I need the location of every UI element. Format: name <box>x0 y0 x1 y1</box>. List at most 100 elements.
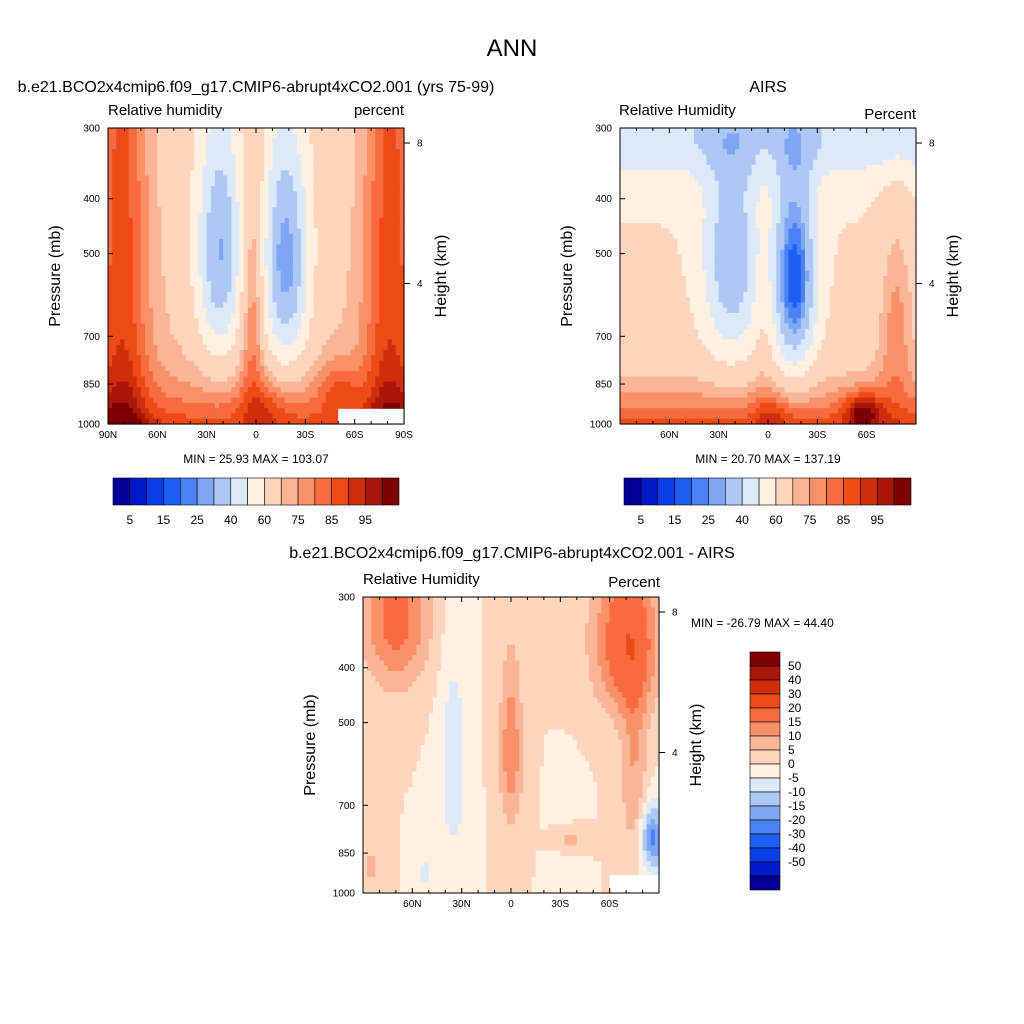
contour-cell <box>297 159 302 166</box>
contour-cell <box>321 339 327 346</box>
contour-cell <box>313 334 319 341</box>
contour-cell <box>309 397 315 404</box>
contour-cell <box>243 371 249 378</box>
contour-cell <box>223 149 228 156</box>
contour-cell <box>338 207 343 214</box>
contour-cell <box>268 418 274 425</box>
contour-cell <box>243 318 249 325</box>
contour-cell <box>334 207 339 214</box>
contour-cell <box>387 154 393 161</box>
contour-cell <box>223 402 228 409</box>
contour-cell <box>772 149 777 156</box>
contour-cell <box>792 133 798 140</box>
contour-cell <box>297 223 302 230</box>
contour-cell <box>305 339 311 346</box>
contour-cell <box>190 149 195 156</box>
contour-cell <box>186 313 191 319</box>
contour-cell <box>297 133 302 140</box>
contour-cell <box>879 175 884 182</box>
contour-cell <box>182 149 187 156</box>
contour-cell <box>338 143 343 150</box>
contour-cell <box>140 196 146 203</box>
contour-cell <box>833 128 839 134</box>
contour-cell <box>800 186 806 193</box>
contour-cell <box>379 313 385 319</box>
contour-cell <box>190 170 195 177</box>
contour-cell <box>297 402 302 409</box>
contour-cell <box>354 165 360 171</box>
contour-cell <box>317 260 323 267</box>
contour-cell <box>313 249 319 256</box>
contour-cell <box>182 212 187 219</box>
contour-cell <box>399 371 405 378</box>
contour-cell <box>145 413 150 420</box>
contour-cell <box>132 202 138 208</box>
contour-cell <box>206 154 212 161</box>
contour-cell <box>342 249 348 256</box>
contour-cell <box>387 376 393 383</box>
contour-cell <box>124 334 130 341</box>
contour-cell <box>235 339 241 346</box>
contour-cell <box>157 128 163 134</box>
contour-cell <box>710 170 716 177</box>
contour-cell <box>395 397 401 404</box>
contour-cell <box>367 133 372 140</box>
contour-cell <box>817 143 823 150</box>
contour-cell <box>309 159 315 166</box>
contour-cell <box>268 302 274 309</box>
contour-cell <box>132 387 138 393</box>
contour-cell <box>759 186 765 193</box>
contour-cell <box>120 217 126 224</box>
contour-cell <box>194 228 200 235</box>
contour-cell <box>334 344 339 351</box>
contour-cell <box>153 360 158 367</box>
contour-cell <box>358 159 364 166</box>
contour-cell <box>198 302 204 309</box>
contour-cell <box>128 186 134 193</box>
contour-cell <box>247 217 253 224</box>
contour-cell <box>628 138 633 145</box>
contour-cell <box>309 323 315 330</box>
contour-cell <box>317 165 323 171</box>
contour-cell <box>772 180 777 187</box>
contour-cell <box>379 196 385 203</box>
contour-cell <box>784 170 790 177</box>
contour-cell <box>375 402 380 409</box>
contour-cell <box>198 339 204 346</box>
contour-cell <box>128 159 134 166</box>
contour-cell <box>140 313 146 319</box>
contour-cell <box>210 270 216 277</box>
contour-cell <box>301 133 306 140</box>
contour-cell <box>251 413 257 420</box>
contour-cell <box>358 265 364 272</box>
contour-cell <box>395 233 401 240</box>
contour-cell <box>284 387 290 393</box>
contour-cell <box>288 228 294 235</box>
contour-cell <box>256 339 261 346</box>
contour-cell <box>239 365 245 372</box>
contour-cell <box>177 344 183 351</box>
contour-cell <box>132 408 138 415</box>
contour-cell <box>120 244 126 251</box>
contour-cell <box>227 233 232 240</box>
contour-cell <box>157 365 163 372</box>
contour-cell <box>640 138 646 145</box>
contour-cell <box>776 170 781 177</box>
contour-cell <box>173 344 179 351</box>
contour-cell <box>165 165 171 171</box>
contour-cell <box>321 191 327 198</box>
contour-cell <box>145 249 150 256</box>
contour-cell <box>375 371 380 378</box>
colorbar-label: 75 <box>291 513 305 527</box>
contour-cell <box>325 244 331 251</box>
contour-cell <box>128 339 134 346</box>
contour-cell <box>198 328 204 335</box>
contour-cell <box>367 313 372 319</box>
contour-cell <box>706 180 712 187</box>
contour-cell <box>657 149 662 156</box>
contour-cell <box>145 323 150 330</box>
contour-cell <box>652 180 658 187</box>
contour-cell <box>321 138 327 145</box>
contour-cell <box>354 196 360 203</box>
contour-cell <box>177 228 183 235</box>
